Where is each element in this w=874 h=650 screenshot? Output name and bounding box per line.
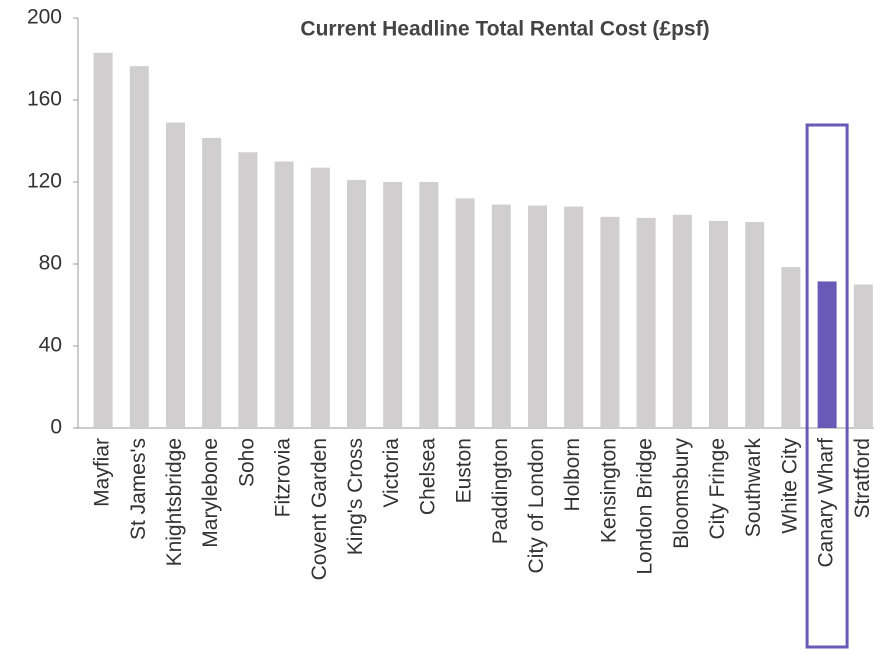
bar [853,284,873,428]
y-tick-label: 0 [50,416,62,439]
x-tick-label: Marylebone [199,438,222,548]
bar [166,122,185,429]
bar [491,204,511,428]
x-tick-label: Paddington [489,438,512,544]
x-tick-label: Canary Wharf [815,438,838,568]
bar [274,161,294,428]
bar [347,179,366,428]
bar [528,205,547,428]
bar [817,281,837,428]
bar [310,167,330,428]
x-tick-label: Mayfiar [91,438,114,507]
x-tick-label: City Fringe [706,438,729,540]
x-tick-label: Holborn [561,438,584,512]
y-tick-label: 160 [27,88,62,111]
x-tick-label: Soho [235,438,258,487]
bar [419,182,439,428]
x-tick-label: Fitzrovia [272,438,295,518]
bar [672,214,692,428]
bar [93,52,113,428]
x-tick-label: Knightsbridge [163,438,186,566]
x-tick-label: Bloomsbury [670,438,693,549]
y-tick-label: 200 [27,6,62,29]
highlight-box [805,123,849,649]
bar [383,182,403,428]
bar [238,152,258,428]
bar [709,220,728,428]
bar [202,137,222,429]
x-tick-label: Stratford [851,438,874,519]
bar [745,221,765,428]
bar [564,206,584,428]
chart-title: Current Headline Total Rental Cost (£psf… [300,18,709,41]
x-tick-label: City of London [525,438,548,573]
bar [600,216,620,428]
x-tick-label: King's Cross [344,438,367,555]
x-tick-label: Kensington [597,438,620,543]
bar [781,267,801,428]
bar [129,66,149,429]
y-tick-label: 80 [39,252,62,275]
bar [455,198,475,428]
bar [636,217,656,428]
y-tick-label: 40 [39,334,62,357]
x-tick-label: Covent Garden [308,438,331,580]
x-tick-label: London Bridge [634,438,657,575]
x-tick-label: Euston [453,438,476,503]
x-tick-label: Chelsea [416,438,439,515]
x-tick-label: Victoria [380,438,403,508]
y-tick-label: 120 [27,170,62,193]
x-tick-label: White City [778,438,801,534]
x-tick-label: Southwark [742,438,765,538]
x-tick-label: St James's [127,438,150,540]
